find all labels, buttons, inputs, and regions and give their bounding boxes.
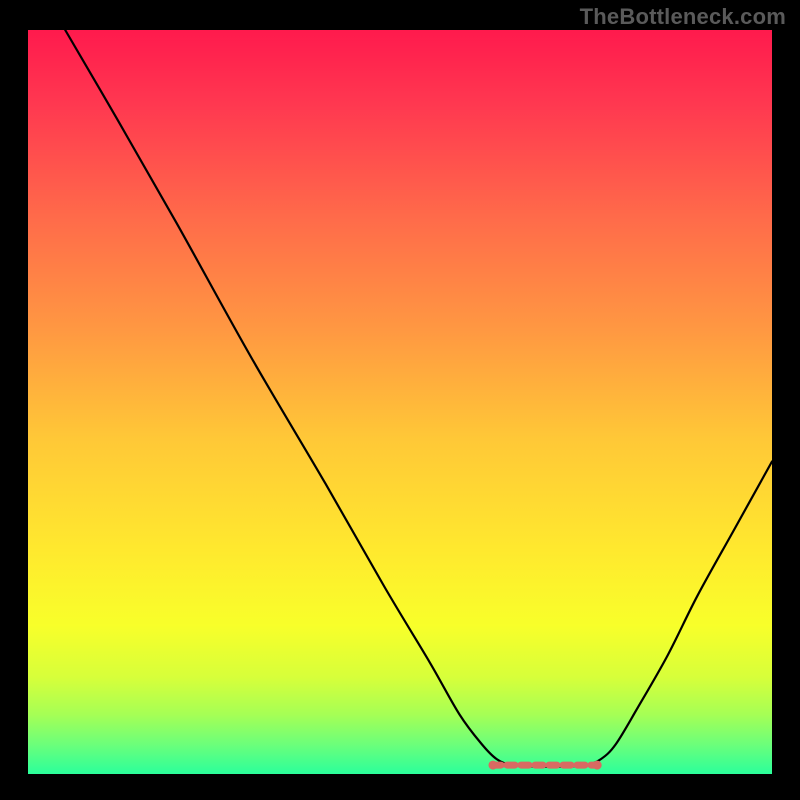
watermark-text: TheBottleneck.com [580,4,786,30]
chart-container: TheBottleneck.com [0,0,800,800]
plot-background [28,30,772,774]
bottleneck-chart [0,0,800,800]
